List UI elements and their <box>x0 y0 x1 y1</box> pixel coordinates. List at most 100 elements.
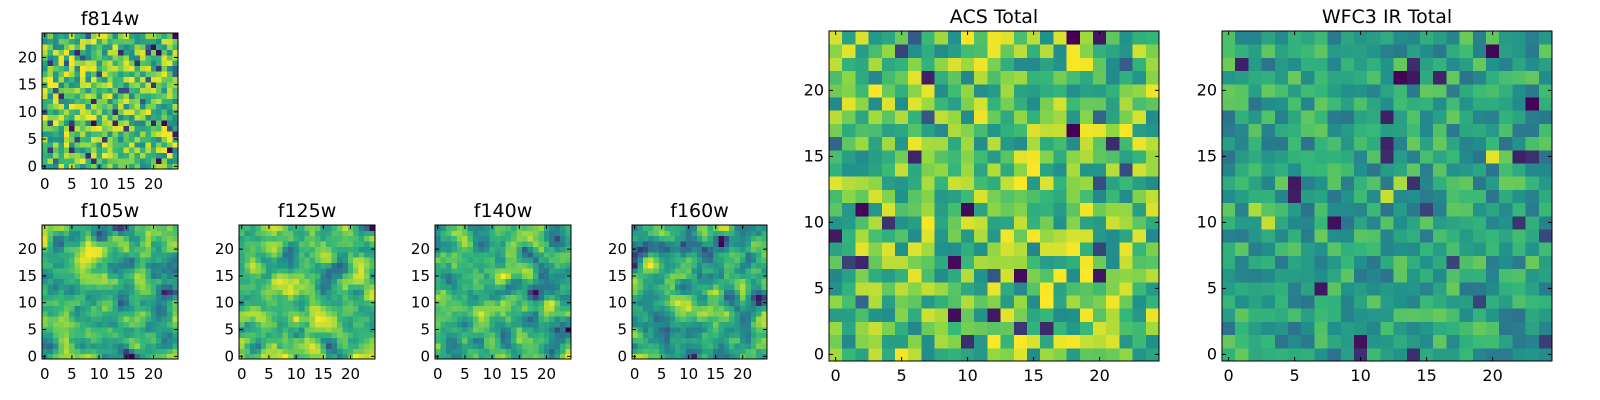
heatmap-cell <box>145 326 152 333</box>
heatmap-cell <box>369 225 376 231</box>
heatmap-cell <box>1053 97 1068 111</box>
heatmap-cell <box>842 202 856 217</box>
heatmap-cell <box>161 342 168 349</box>
heatmap-cell <box>145 76 152 83</box>
heatmap-cell <box>1235 31 1249 45</box>
heatmap-cell <box>167 225 174 231</box>
heatmap-cell <box>161 76 168 83</box>
heatmap-cell <box>244 342 251 349</box>
heatmap-cell <box>478 305 485 312</box>
heatmap-cell <box>134 114 141 121</box>
heatmap-cell <box>435 305 441 312</box>
heatmap-cell <box>134 33 141 39</box>
heatmap-cell <box>145 289 152 296</box>
heatmap-cell <box>560 241 567 247</box>
heatmap-cell <box>42 283 48 290</box>
heatmap-cell <box>1406 31 1421 45</box>
heatmap-cell <box>255 251 262 258</box>
heatmap-cell <box>473 337 480 344</box>
heatmap-cell <box>364 294 371 301</box>
heatmap-cell <box>112 141 119 148</box>
heatmap-cell <box>664 342 671 349</box>
heatmap-cell <box>1093 347 1107 362</box>
heatmap-cell <box>63 353 70 360</box>
heatmap-cell <box>1406 163 1421 177</box>
heatmap-cell <box>750 273 757 280</box>
heatmap-cell <box>1053 334 1068 349</box>
heatmap-cell <box>664 316 671 322</box>
heatmap-cell <box>1145 123 1160 138</box>
heatmap-cell <box>287 278 294 285</box>
heatmap-cell <box>161 87 168 94</box>
heatmap-cell <box>1393 31 1408 45</box>
heatmap-cell <box>80 130 87 137</box>
heatmap-cell <box>96 262 103 269</box>
heatmap-cell <box>112 241 119 247</box>
heatmap-cell <box>680 273 687 280</box>
heatmap-cell <box>659 235 665 242</box>
heatmap-cell <box>489 251 496 258</box>
heatmap-cell <box>1433 83 1447 98</box>
heatmap-cell <box>691 321 698 328</box>
heatmap-cell <box>451 278 458 285</box>
heatmap-cell <box>1446 163 1461 177</box>
heatmap-cell <box>669 353 676 360</box>
heatmap-cell <box>500 316 507 322</box>
heatmap-cell <box>266 342 273 349</box>
heatmap-cell <box>342 273 349 280</box>
heatmap-cell <box>718 348 725 355</box>
heatmap-cell <box>315 230 322 237</box>
heatmap-cell <box>139 120 146 126</box>
heatmap-cell <box>895 31 909 45</box>
heatmap-cell <box>69 326 76 333</box>
heatmap-cell <box>1261 281 1276 296</box>
heatmap-cell <box>1314 229 1329 243</box>
heatmap-cell <box>1340 57 1355 72</box>
heatmap-cell <box>90 141 97 148</box>
heatmap-cell <box>326 289 332 296</box>
heatmap-cell <box>326 337 332 344</box>
heatmap-cell <box>118 289 125 296</box>
heatmap-cell <box>315 316 322 322</box>
heatmap-cell <box>277 310 284 317</box>
heatmap-cell <box>1093 229 1107 243</box>
heatmap-cell <box>139 152 146 159</box>
heatmap-cell <box>42 49 48 56</box>
heatmap-cell <box>543 267 550 274</box>
heatmap-cell <box>637 294 644 301</box>
heatmap-cell <box>489 342 496 349</box>
heatmap-cell <box>473 257 480 264</box>
heatmap-cell <box>1053 110 1068 124</box>
heatmap-cell <box>740 310 746 317</box>
heatmap-cell <box>150 43 157 50</box>
heatmap-cell <box>85 337 92 344</box>
heatmap-cell <box>1261 163 1276 177</box>
heatmap-cell <box>1486 321 1500 336</box>
heatmap-cell <box>96 103 103 110</box>
heatmap-cell <box>52 246 59 253</box>
heatmap-cell <box>478 262 485 269</box>
heatmap-cell <box>63 326 70 333</box>
heatmap-cell <box>842 149 856 164</box>
heatmap-cell <box>129 125 135 132</box>
heatmap-cell <box>85 76 92 83</box>
heatmap-cell <box>1472 215 1487 230</box>
heatmap-cell <box>451 230 458 237</box>
heatmap-cell <box>145 98 152 105</box>
heatmap-cell <box>680 246 687 253</box>
heatmap-cell <box>1235 334 1249 349</box>
heatmap-cell <box>298 246 305 253</box>
heatmap-cell <box>277 316 284 322</box>
heatmap-cell <box>895 83 909 98</box>
heatmap-cell <box>260 326 267 333</box>
heatmap-cell <box>107 125 114 132</box>
heatmap-cell <box>47 49 54 56</box>
heatmap-cell <box>702 257 709 264</box>
heatmap-cell <box>500 321 507 328</box>
heatmap-cell <box>172 114 179 121</box>
heatmap-cell <box>543 251 550 258</box>
heatmap-cell <box>565 342 572 349</box>
heatmap-cell <box>761 321 768 328</box>
heatmap-cell <box>1079 229 1094 243</box>
